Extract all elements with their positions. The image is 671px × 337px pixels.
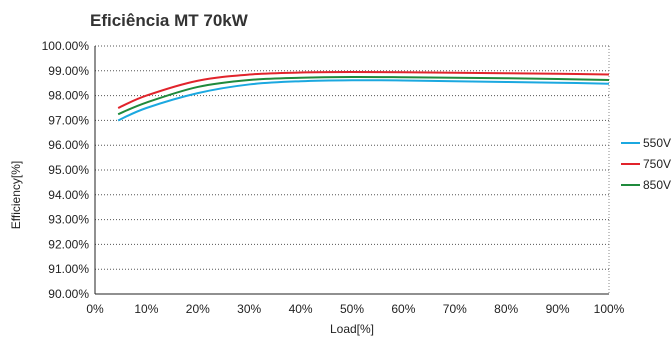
series-line-750V: [117, 71, 610, 109]
series-lines: [117, 71, 610, 122]
y-axis-label: Efficiency[%]: [9, 161, 23, 229]
x-tick-label: 50%: [340, 302, 364, 316]
series-line-550V: [117, 79, 610, 122]
x-tick-label: 80%: [494, 302, 518, 316]
x-tick-label: 70%: [443, 302, 467, 316]
x-tick-label: 100%: [594, 302, 625, 316]
y-tick-label: 96.00%: [48, 138, 89, 152]
x-tick-label: 30%: [237, 302, 261, 316]
series-line-850V: [117, 75, 610, 116]
y-tick-labels: 90.00% 91.00% 92.00% 93.00% 94.00% 95.00% 96.0…: [42, 39, 90, 301]
chart-title: Eficiência MT 70kW: [90, 11, 249, 30]
y-tick-label: 92.00%: [48, 237, 89, 251]
x-tick-labels: 0% 10% 20% 30% 40% 50% 60% 70% 80% 90% 100%: [86, 302, 624, 316]
legend-label-750V: 750V: [643, 157, 671, 171]
y-tick-label: 93.00%: [48, 213, 89, 227]
x-tick-label: 10%: [134, 302, 158, 316]
y-tick-label: 94.00%: [48, 188, 89, 202]
y-tick-label: 100.00%: [42, 39, 90, 53]
x-tick-label: 0%: [86, 302, 104, 316]
x-tick-label: 90%: [546, 302, 570, 316]
legend-label-550V: 550V: [643, 136, 671, 150]
y-tick-label: 97.00%: [48, 113, 89, 127]
x-axis-label: Load[%]: [330, 322, 374, 336]
legend-label-850V: 850V: [643, 178, 671, 192]
y-tick-label: 90.00%: [48, 287, 89, 301]
legend: 550V 750V 850V: [621, 136, 671, 192]
y-tick-label: 99.00%: [48, 64, 89, 78]
y-tick-label: 91.00%: [48, 262, 89, 276]
x-tick-label: 20%: [186, 302, 210, 316]
y-tick-label: 98.00%: [48, 89, 89, 103]
axes: [94, 46, 610, 295]
x-tick-label: 60%: [391, 302, 415, 316]
x-tick-label: 40%: [289, 302, 313, 316]
y-tick-label: 95.00%: [48, 163, 89, 177]
